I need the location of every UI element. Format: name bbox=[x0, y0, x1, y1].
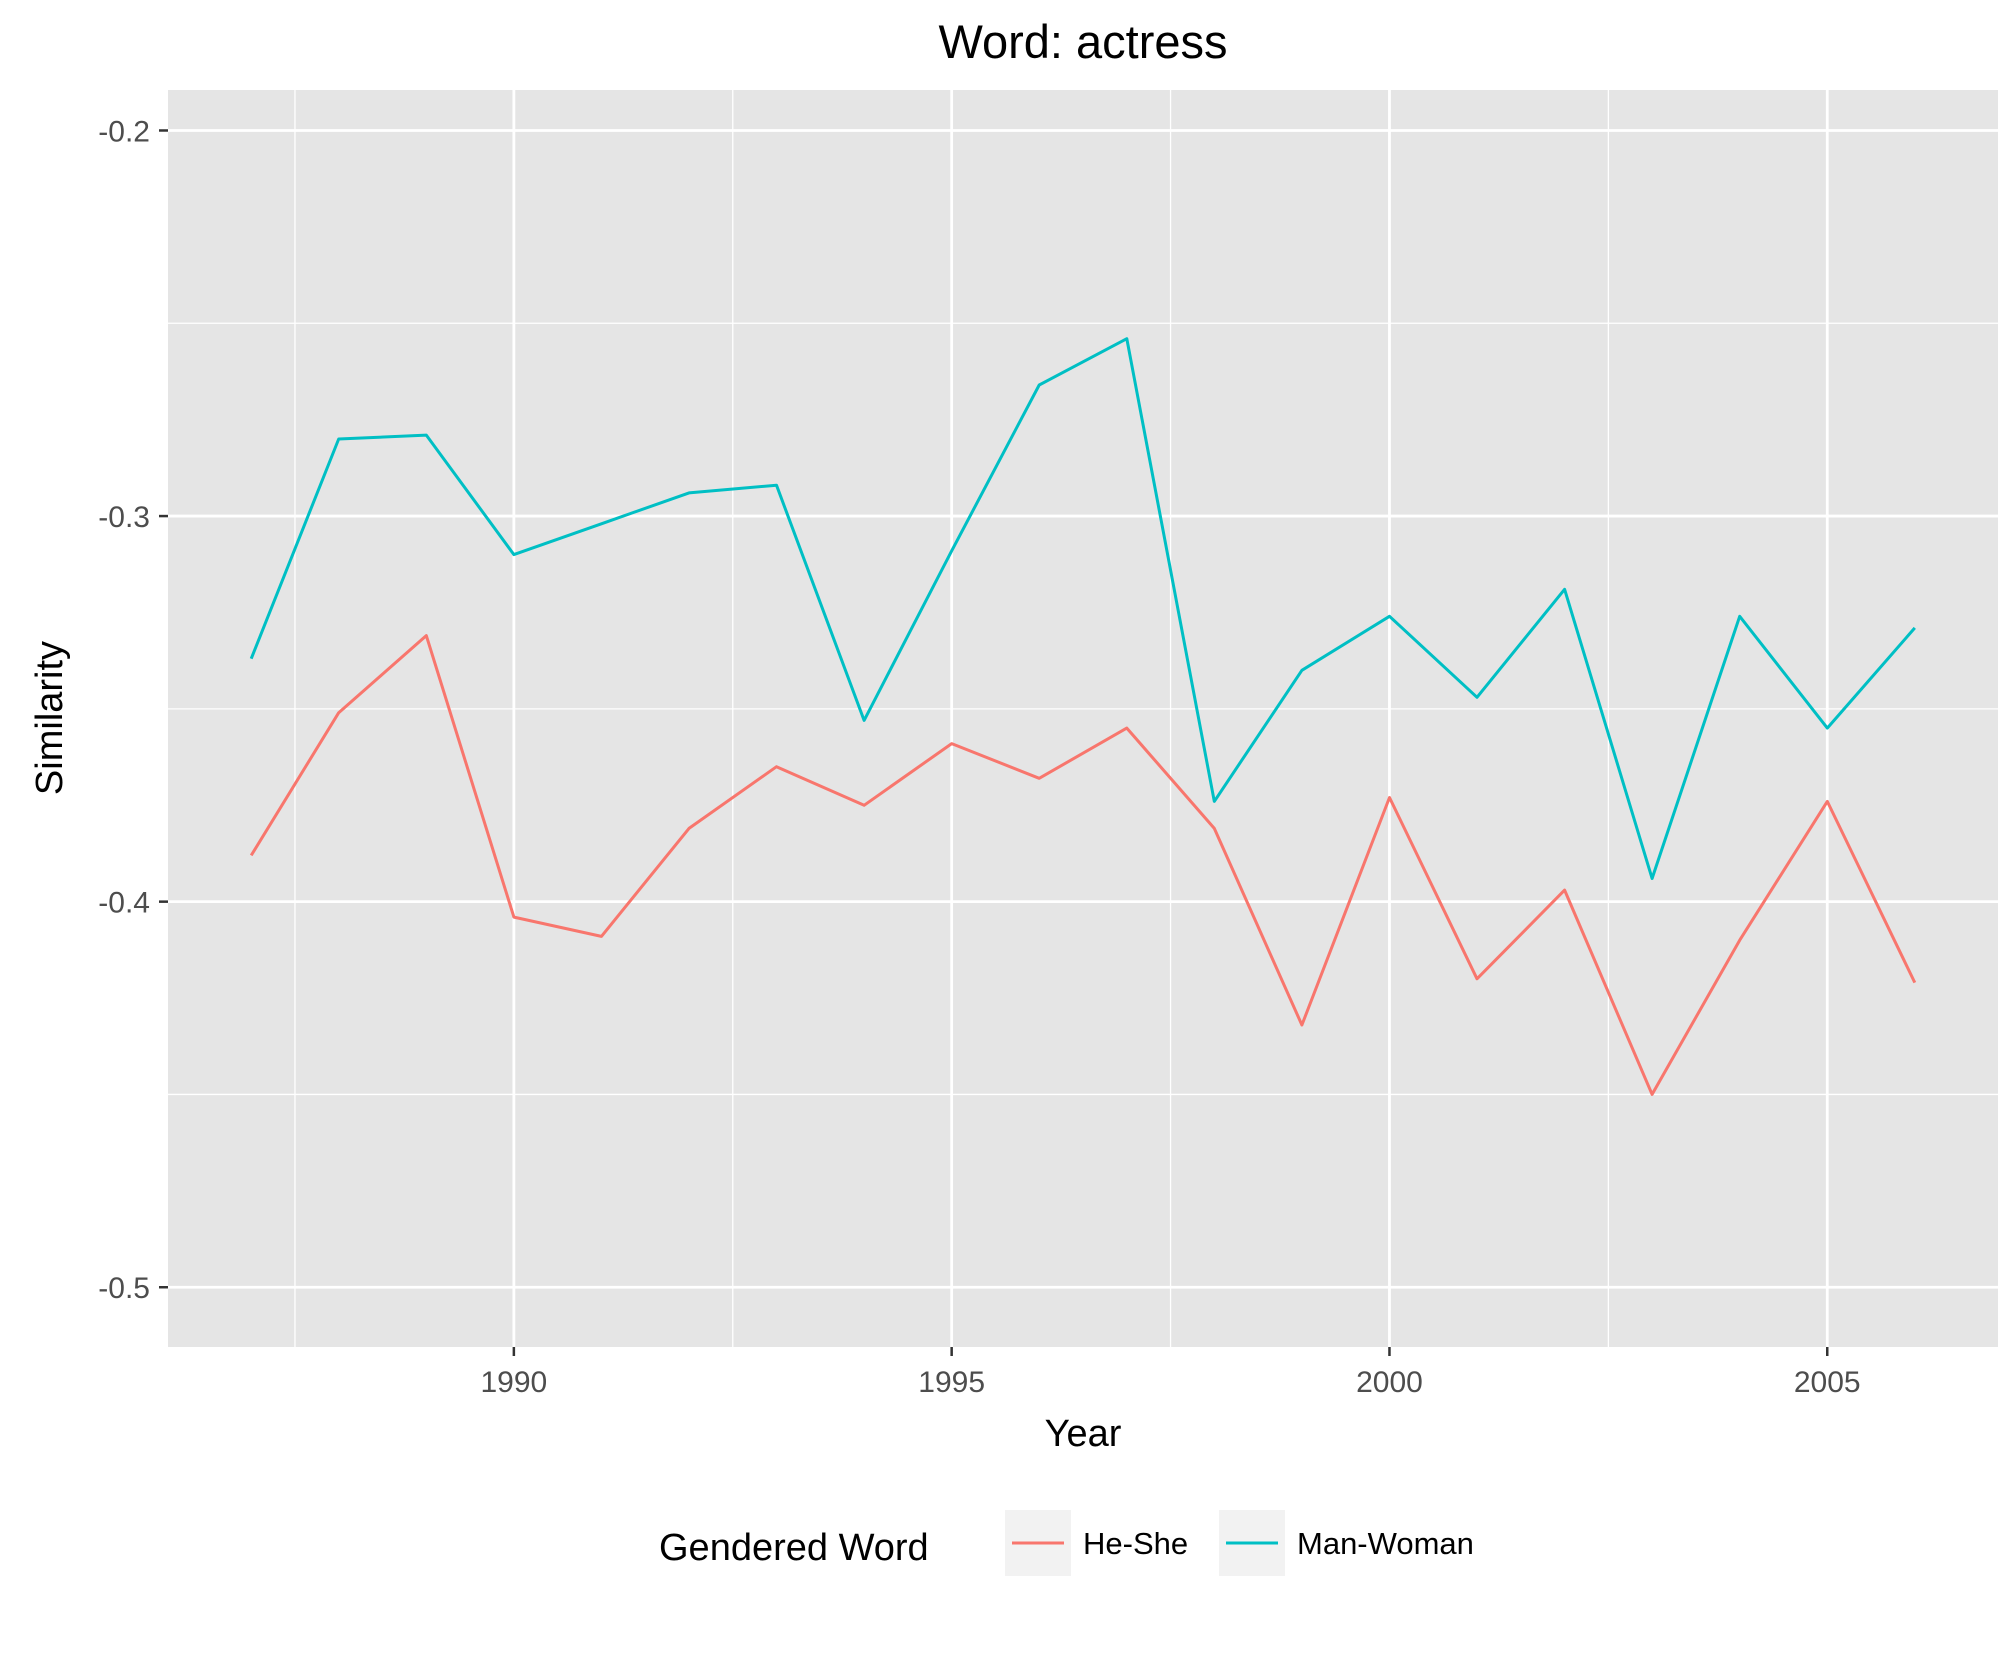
legend-label-man-woman: Man-Woman bbox=[1297, 1526, 1474, 1561]
x-tick-label: 1995 bbox=[918, 1366, 985, 1399]
x-axis-title: Year bbox=[1045, 1413, 1122, 1455]
x-tick-label: 1990 bbox=[480, 1366, 547, 1399]
x-tick-label: 2005 bbox=[1794, 1366, 1861, 1399]
y-tick-label: -0.4 bbox=[98, 887, 150, 920]
y-tick-label: -0.3 bbox=[98, 501, 150, 534]
plot-panel bbox=[168, 90, 1998, 1347]
series-line-he-she bbox=[249, 634, 1917, 1096]
series-layer bbox=[249, 337, 1917, 1096]
minor-gridlines bbox=[168, 90, 1998, 1347]
legend: Gendered Word He-She Man-Woman bbox=[659, 1510, 1474, 1576]
x-tick-label: 2000 bbox=[1356, 1366, 1423, 1399]
x-axis-ticks: 1990 1995 2000 2005 bbox=[480, 1347, 1861, 1399]
y-tick-label: -0.5 bbox=[98, 1272, 150, 1305]
legend-items: He-She Man-Woman bbox=[1005, 1510, 1474, 1576]
legend-title: Gendered Word bbox=[659, 1527, 929, 1569]
legend-label-he-she: He-She bbox=[1083, 1526, 1188, 1561]
chart-title: Word: actress bbox=[938, 15, 1227, 68]
y-axis-ticks: -0.5 -0.4 -0.3 -0.2 bbox=[98, 115, 168, 1305]
major-gridlines bbox=[168, 90, 1998, 1347]
y-axis-title: Similarity bbox=[29, 641, 71, 795]
y-tick-label: -0.2 bbox=[98, 115, 150, 148]
series-line-man-woman bbox=[249, 337, 1916, 880]
